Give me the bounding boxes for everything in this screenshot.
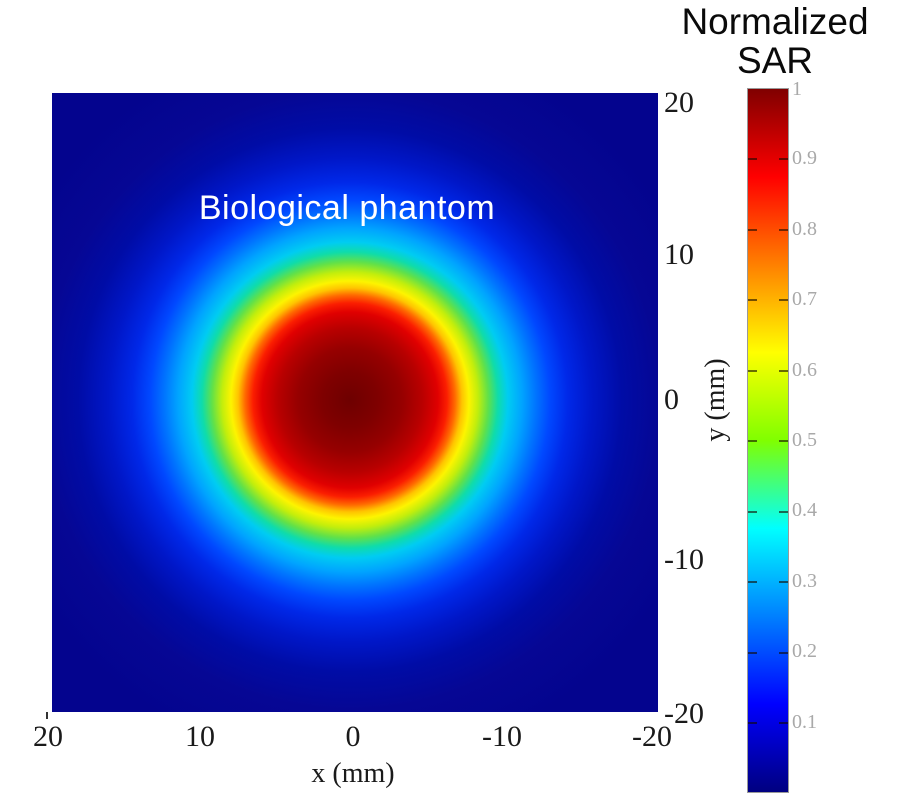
- y-tick-neg10: -10: [664, 543, 704, 576]
- x-tick-0: 0: [345, 720, 361, 753]
- colorbar-tick-label-1: 1: [792, 78, 802, 100]
- colorbar-tick-label-0-9: 0.9: [792, 147, 817, 169]
- y-tick-neg20: -20: [664, 697, 704, 730]
- colorbar-tick-label-0-4: 0.4: [792, 499, 817, 521]
- y-tick-20: 20: [664, 86, 694, 119]
- colorbar-tick-mark: [779, 511, 788, 513]
- colorbar-tick-mark: [779, 158, 788, 160]
- colorbar-tick-label-0-1: 0.1: [792, 711, 817, 733]
- colorbar-title-line-1: Normalized: [681, 1, 869, 42]
- colorbar-tick-mark: [748, 158, 757, 160]
- colorbar-tick-mark: [748, 440, 757, 442]
- colorbar-tick-mark: [779, 440, 788, 442]
- colorbar-tick-mark: [779, 370, 788, 372]
- x-axis-label: x (mm): [311, 758, 395, 789]
- colorbar-tick-mark: [748, 652, 757, 654]
- x-tick-20: 20: [33, 720, 63, 753]
- x-tick-neg10: -10: [482, 720, 522, 753]
- colorbar-tick-mark: [748, 229, 757, 231]
- colorbar-tick-mark: [779, 299, 788, 301]
- y-axis-label: y (mm): [700, 358, 731, 442]
- colorbar-tick-mark: [748, 370, 757, 372]
- colorbar-tick-mark: [779, 581, 788, 583]
- colorbar-tick-mark: [779, 652, 788, 654]
- x-axis-tick-mark: [46, 712, 48, 719]
- colorbar-tick-label-0-8: 0.8: [792, 218, 817, 240]
- colorbar-tick-mark: [748, 722, 757, 724]
- colorbar-title-line-2: SAR: [736, 40, 814, 81]
- colorbar-tick-label-0-7: 0.7: [792, 288, 817, 310]
- x-tick-neg20: -20: [632, 720, 672, 753]
- colorbar-tick-mark: [748, 511, 757, 513]
- colorbar-tick-mark: [748, 299, 757, 301]
- colorbar-tick-label-0-3: 0.3: [792, 570, 817, 592]
- colorbar-title: Normalized SAR: [652, 2, 898, 80]
- x-tick-10: 10: [185, 720, 215, 753]
- colorbar-tick-mark: [779, 722, 788, 724]
- colorbar-tick-label-0-2: 0.2: [792, 640, 817, 662]
- y-tick-0: 0: [664, 383, 679, 416]
- colorbar-tick-label-0-5: 0.5: [792, 429, 817, 451]
- colorbar: [747, 88, 789, 793]
- colorbar-tick-mark: [748, 581, 757, 583]
- heatmap-plot: Biological phantom: [52, 93, 658, 712]
- colorbar-tick-mark: [779, 229, 788, 231]
- y-tick-10: 10: [664, 238, 694, 271]
- colorbar-tick-label-0-6: 0.6: [792, 359, 817, 381]
- plot-annotation: Biological phantom: [198, 189, 496, 227]
